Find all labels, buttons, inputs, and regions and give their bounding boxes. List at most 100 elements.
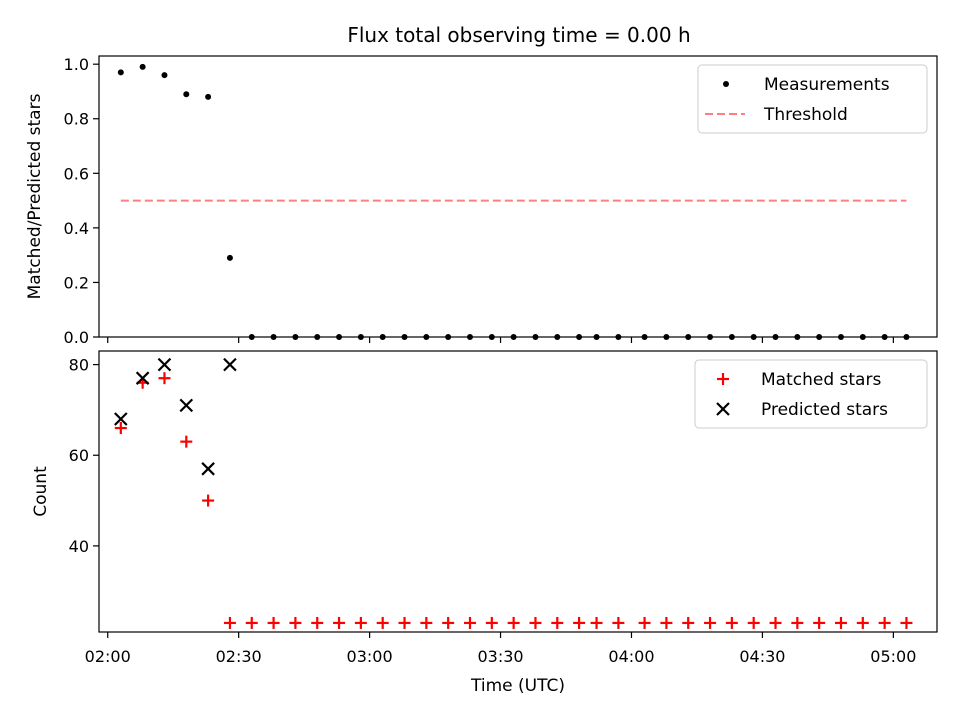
legend-label: Matched stars bbox=[761, 370, 881, 390]
x-tick-label: 03:00 bbox=[347, 647, 393, 666]
x-tick-label: 02:00 bbox=[85, 647, 131, 666]
data-point bbox=[205, 93, 212, 100]
data-point bbox=[859, 334, 866, 340]
data-point bbox=[463, 616, 476, 629]
data-point bbox=[466, 334, 473, 340]
data-point bbox=[510, 334, 517, 340]
data-point bbox=[223, 357, 237, 372]
data-point bbox=[663, 334, 670, 340]
x-tick-label: 04:00 bbox=[608, 647, 654, 666]
y-tick-label: 80 bbox=[69, 356, 89, 375]
data-point bbox=[728, 334, 735, 340]
y-tick-label: 0.2 bbox=[64, 273, 89, 292]
legend-item: Threshold bbox=[705, 105, 848, 125]
data-point bbox=[267, 616, 280, 629]
axes-frame bbox=[98, 350, 938, 633]
legend-item: Measurements bbox=[723, 75, 890, 95]
axes-frame bbox=[98, 55, 938, 338]
data-point bbox=[682, 616, 695, 629]
bottom-axes: 40 60 80 02:00 02:30 03:00 03:30 04:00 04:30 05:0… bbox=[31, 350, 938, 666]
data-point bbox=[423, 334, 430, 340]
data-point bbox=[593, 334, 600, 340]
y-tick-label: 40 bbox=[69, 537, 89, 556]
figure-title: Flux total observing time = 0.00 h bbox=[347, 23, 690, 47]
data-point bbox=[398, 616, 411, 629]
data-point bbox=[813, 616, 826, 629]
data-point bbox=[903, 334, 910, 340]
data-point bbox=[590, 616, 603, 629]
data-point bbox=[201, 462, 215, 476]
x-tick-label: 03:30 bbox=[477, 647, 523, 666]
data-point bbox=[245, 616, 258, 629]
data-point bbox=[576, 334, 583, 340]
x-tick-label: 04:30 bbox=[739, 647, 785, 666]
data-point bbox=[507, 616, 520, 629]
data-point bbox=[704, 616, 717, 629]
data-point bbox=[638, 616, 651, 629]
data-point bbox=[289, 616, 302, 629]
data-point bbox=[856, 616, 869, 629]
legend-swatch bbox=[717, 373, 729, 385]
data-point bbox=[226, 254, 233, 261]
data-point bbox=[485, 616, 498, 629]
data-point bbox=[529, 616, 542, 629]
legend-swatch bbox=[723, 81, 729, 87]
data-point bbox=[223, 616, 236, 629]
legend: Matched stars Predicted stars bbox=[694, 359, 928, 429]
data-point bbox=[179, 398, 194, 413]
legend-label: Measurements bbox=[764, 75, 890, 95]
series-predicted-stars bbox=[114, 357, 237, 476]
y-tick-label: 0.4 bbox=[64, 219, 89, 238]
data-point bbox=[837, 334, 844, 340]
x-tick-label: 05:00 bbox=[870, 647, 916, 666]
data-point bbox=[202, 494, 215, 507]
x-tick-label: 02:30 bbox=[216, 647, 262, 666]
top-axes: 0.0 0.2 0.4 0.6 0.8 1.0 Matched/Predicted star… bbox=[25, 55, 938, 347]
x-axis-label: Time (UTC) bbox=[470, 676, 565, 696]
data-point bbox=[725, 616, 738, 629]
data-point bbox=[379, 334, 386, 340]
data-point bbox=[551, 616, 564, 629]
data-point bbox=[900, 616, 913, 629]
data-point bbox=[878, 616, 891, 629]
legend-label: Predicted stars bbox=[761, 400, 888, 420]
legend-swatch bbox=[716, 402, 730, 416]
data-point bbox=[183, 91, 190, 98]
data-point bbox=[772, 334, 779, 340]
data-point bbox=[420, 616, 433, 629]
data-point bbox=[641, 334, 648, 340]
data-point bbox=[660, 616, 673, 629]
data-point bbox=[336, 334, 343, 340]
data-point bbox=[615, 334, 622, 340]
data-point bbox=[445, 334, 452, 340]
data-point bbox=[135, 371, 150, 385]
y-tick-label: 0.0 bbox=[64, 328, 89, 347]
legend-box bbox=[697, 64, 928, 134]
data-point bbox=[161, 72, 168, 79]
data-point bbox=[791, 616, 804, 629]
data-point bbox=[333, 616, 346, 629]
y-tick-label: 0.8 bbox=[64, 110, 89, 129]
y-tick-label: 0.6 bbox=[64, 164, 89, 183]
data-point bbox=[442, 616, 455, 629]
data-point bbox=[747, 616, 760, 629]
data-point bbox=[376, 616, 389, 629]
data-point bbox=[612, 616, 625, 629]
y-tick-label: 60 bbox=[69, 446, 89, 465]
data-point bbox=[270, 334, 277, 340]
series-matched-stars bbox=[114, 372, 913, 629]
data-point bbox=[158, 372, 171, 385]
data-point bbox=[707, 334, 714, 340]
y-axis-label: Matched/Predicted stars bbox=[25, 93, 45, 299]
series-measurements bbox=[117, 63, 910, 340]
data-point bbox=[750, 334, 757, 340]
data-point bbox=[488, 334, 495, 340]
legend: Measurements Threshold bbox=[697, 64, 928, 134]
data-point bbox=[816, 334, 823, 340]
data-point bbox=[685, 334, 692, 340]
data-point bbox=[292, 334, 299, 340]
data-point bbox=[117, 69, 124, 76]
data-point bbox=[114, 412, 128, 426]
data-point bbox=[180, 435, 193, 448]
